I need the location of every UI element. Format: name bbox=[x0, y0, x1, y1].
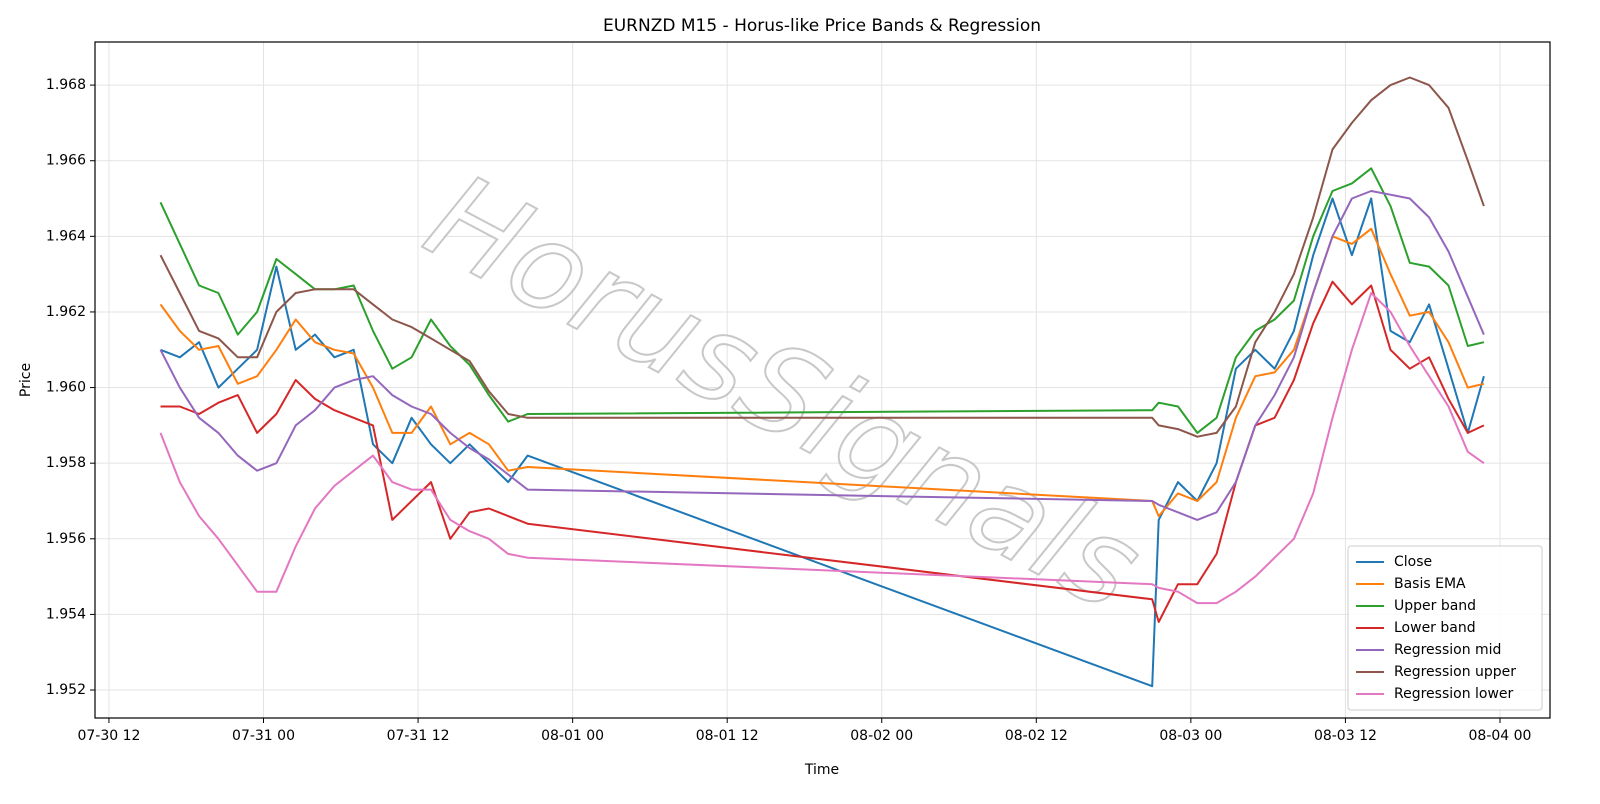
series-line bbox=[159, 190, 1485, 521]
legend-label: Regression mid bbox=[1394, 642, 1501, 658]
x-tick-label: 08-03 00 bbox=[1159, 728, 1222, 744]
series-line bbox=[159, 227, 1485, 518]
x-tick-label: 07-31 12 bbox=[387, 728, 450, 744]
x-tick-label: 08-01 12 bbox=[696, 728, 759, 744]
legend-label: Upper band bbox=[1394, 598, 1476, 614]
lines bbox=[159, 76, 1485, 688]
y-tick-label: 1.952 bbox=[46, 682, 86, 698]
x-axis-label: Time bbox=[804, 762, 839, 778]
x-tick-label: 08-02 00 bbox=[850, 728, 913, 744]
plot-frame bbox=[94, 41, 1551, 719]
y-tick-label: 1.968 bbox=[46, 77, 86, 93]
legend: Close Basis EMA Upper band Lower band Regres… bbox=[1347, 545, 1543, 711]
y-tick-label: 1.964 bbox=[46, 228, 86, 244]
series-line bbox=[159, 76, 1485, 438]
y-tick-label: 1.962 bbox=[46, 304, 86, 320]
x-tick-label: 08-04 00 bbox=[1469, 728, 1532, 744]
legend-label: Basis EMA bbox=[1394, 576, 1466, 592]
y-tick-label: 1.956 bbox=[46, 531, 86, 547]
x-tick-label: 08-03 12 bbox=[1314, 728, 1377, 744]
legend-label: Close bbox=[1394, 554, 1432, 570]
y-tick-label: 1.960 bbox=[46, 380, 86, 396]
series-line bbox=[160, 197, 1485, 688]
legend-label: Regression upper bbox=[1394, 664, 1516, 680]
y-axis-label: Price bbox=[18, 363, 34, 397]
legend-box bbox=[1347, 545, 1543, 711]
series-line bbox=[159, 167, 1485, 434]
x-tick-label: 07-31 00 bbox=[232, 728, 295, 744]
series-line bbox=[160, 280, 1485, 623]
series-line bbox=[159, 292, 1485, 605]
ticks: 1.952 1.954 1.956 1.958 1.960 1.962 1.964 1.966… bbox=[46, 77, 1532, 744]
x-tick-label: 08-02 12 bbox=[1005, 728, 1068, 744]
x-tick-label: 07-30 12 bbox=[77, 728, 140, 744]
y-tick-label: 1.954 bbox=[46, 606, 86, 622]
legend-label: Regression lower bbox=[1394, 686, 1514, 702]
legend-label: Lower band bbox=[1394, 620, 1476, 636]
y-tick-label: 1.958 bbox=[46, 455, 86, 471]
chart-title: EURNZD M15 - Horus-like Price Bands & Re… bbox=[603, 16, 1041, 36]
x-tick-label: 08-01 00 bbox=[541, 728, 604, 744]
y-tick-label: 1.966 bbox=[46, 153, 86, 169]
